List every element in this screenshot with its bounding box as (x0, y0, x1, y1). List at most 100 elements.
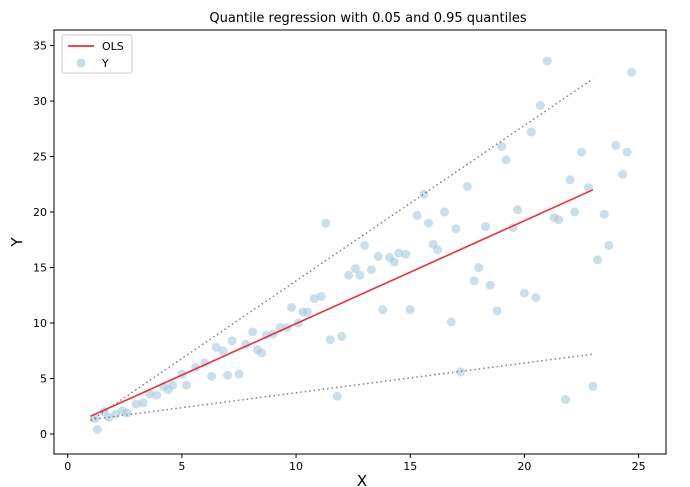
legend-y-swatch (76, 58, 86, 68)
y-axis-label: Y (8, 237, 26, 248)
scatter-point (373, 251, 383, 261)
scatter-point (501, 155, 511, 165)
scatter-point (227, 336, 237, 346)
scatter-point (492, 306, 502, 316)
scatter-point (223, 370, 233, 380)
scatter-point (526, 127, 536, 137)
scatter-point (309, 294, 319, 304)
scatter-point (481, 222, 491, 231)
scatter-point (332, 391, 342, 401)
scatter-point (241, 339, 251, 349)
scatter-point (394, 248, 404, 258)
scatter-point (604, 240, 614, 250)
scatter-point (531, 293, 541, 302)
scatter-point (627, 67, 637, 77)
scatter-point (446, 317, 456, 327)
scatter-point (344, 270, 354, 280)
y-tick-label: 25 (33, 151, 47, 164)
scatter-point (145, 389, 155, 399)
scatter-point (211, 342, 221, 352)
y-tick-label: 0 (40, 428, 47, 441)
scatter-point (325, 335, 335, 345)
scatter-point (583, 183, 593, 193)
scatter-point (337, 331, 347, 341)
ols-line (90, 189, 594, 417)
scatter-point (350, 264, 360, 274)
x-tick-label: 25 (632, 460, 646, 473)
scatter-point (519, 288, 529, 298)
x-axis: 0 5 10 15 20 25 (64, 454, 646, 473)
scatter-point (570, 207, 580, 217)
scatter-point (622, 147, 632, 157)
scatter-point (152, 390, 162, 400)
scatter-point (355, 270, 365, 280)
scatter-point (401, 249, 411, 259)
scatter-point (513, 205, 523, 215)
scatter-point (611, 140, 621, 150)
scatter-point (565, 175, 575, 185)
scatter-point (360, 240, 370, 250)
scatter-point (593, 255, 602, 265)
scatter-point (122, 408, 132, 418)
scatter-point (599, 209, 609, 219)
x-tick-label: 10 (289, 460, 303, 473)
y-tick-label: 15 (33, 262, 47, 275)
x-tick-label: 5 (178, 460, 185, 473)
scatter-point (419, 189, 429, 199)
scatter-point (207, 371, 217, 381)
scatter-point (234, 369, 244, 379)
scatter-point (588, 381, 598, 391)
scatter-point (321, 218, 331, 228)
x-tick-label: 20 (517, 460, 531, 473)
scatter-point (168, 380, 178, 390)
line-layer (90, 78, 594, 422)
y-tick-label: 5 (40, 373, 47, 386)
y-tick-label: 35 (33, 40, 47, 53)
scatter-point (412, 210, 422, 220)
scatter-point (92, 425, 102, 435)
scatter-point (218, 346, 228, 356)
scatter-point (316, 291, 326, 301)
scatter-point (462, 182, 472, 191)
scatter-point (474, 263, 484, 272)
scatter-point (542, 56, 552, 66)
scatter-point (561, 395, 570, 405)
scatter-point (554, 215, 564, 225)
scatter-point (138, 398, 148, 408)
scatter-point (287, 303, 296, 312)
scatter-point (389, 257, 399, 267)
scatter-point (618, 169, 628, 179)
y-tick-label: 20 (33, 206, 47, 219)
scatter-point (451, 224, 461, 234)
scatter-point (469, 276, 479, 286)
legend-y-label: Y (101, 57, 109, 70)
chart-title: Quantile regression with 0.05 and 0.95 q… (209, 11, 526, 26)
quantile-005-line (90, 353, 594, 421)
scatter-point (366, 265, 376, 275)
plot-frame (53, 29, 667, 455)
scatter-point (485, 280, 495, 290)
y-tick-label: 30 (33, 95, 47, 108)
scatter-point (577, 147, 586, 157)
plot-area (54, 30, 666, 454)
scatter-point (378, 305, 388, 315)
legend-ols-label: OLS (102, 40, 124, 53)
scatter-point (456, 367, 465, 377)
y-axis: 0 5 10 15 20 25 30 35 (33, 40, 54, 441)
scatter-point (303, 307, 312, 317)
scatter-point (257, 348, 267, 358)
scatter-point (131, 399, 141, 409)
scatter-point (424, 218, 433, 228)
y-tick-label: 10 (33, 317, 47, 330)
x-tick-label: 15 (403, 460, 417, 473)
x-axis-label: X (357, 472, 367, 487)
scatter-point (433, 245, 443, 255)
legend: OLS Y (61, 34, 133, 74)
scatter-point (248, 327, 258, 337)
scatter-point (535, 101, 545, 110)
scatter-point (181, 380, 191, 390)
scatter-point (497, 142, 507, 151)
scatter-point (440, 207, 449, 217)
scatter-point (405, 305, 415, 315)
